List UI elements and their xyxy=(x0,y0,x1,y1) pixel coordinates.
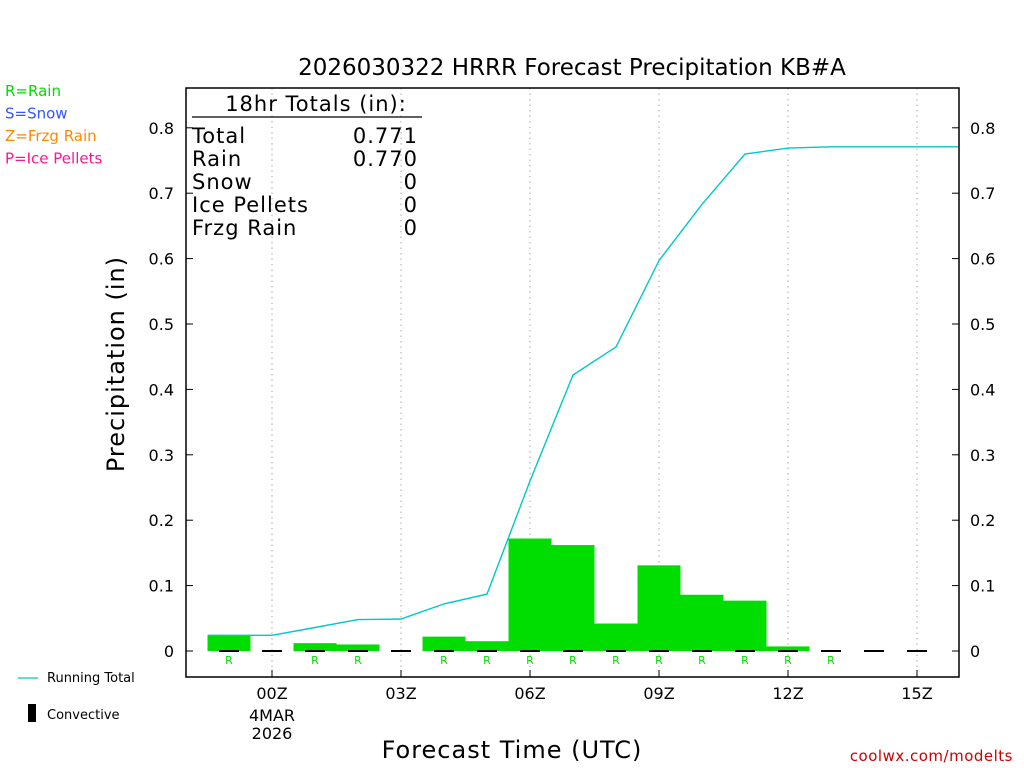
right-y-axis: 0 0.1 0.2 0.3 0.4 0.5 0.6 0.7 0.8 xyxy=(952,119,995,661)
precip-type-marker: R xyxy=(784,654,792,667)
precip-type-marker: R xyxy=(698,654,706,667)
precip-type-legend-item: P=Ice Pellets xyxy=(5,150,102,168)
y-tick-label-right: 0.3 xyxy=(970,446,995,465)
precip-bar xyxy=(508,538,552,651)
y-tick-label-left: 0.4 xyxy=(149,380,174,399)
totals-row-value: 0 xyxy=(404,216,418,240)
x-tick-label: 00Z xyxy=(256,684,287,703)
totals-row-value: 0.770 xyxy=(353,147,418,171)
precip-type-marker: R xyxy=(440,654,448,667)
y-tick-label-left: 0.5 xyxy=(149,315,174,334)
convective-legend-swatch xyxy=(28,704,36,722)
x-year-label: 2026 xyxy=(252,724,293,743)
left-y-axis: 0 0.1 0.2 0.3 0.4 0.5 0.6 0.7 0.8 xyxy=(149,119,193,661)
y-tick-label-left: 0.3 xyxy=(149,446,174,465)
running-total-series xyxy=(207,146,959,636)
precip-type-marker: R xyxy=(311,654,319,667)
precip-bars xyxy=(207,538,927,652)
precip-type-marker: R xyxy=(569,654,577,667)
precip-type-marker: R xyxy=(483,654,491,667)
precip-bar xyxy=(293,643,337,651)
precip-bar xyxy=(465,641,509,651)
y-tick-label-right: 0.7 xyxy=(970,184,995,203)
x-tick-label: 03Z xyxy=(385,684,416,703)
precip-type-marker: R xyxy=(612,654,620,667)
totals-row-label: Rain xyxy=(192,147,242,171)
y-tick-label-left: 0.7 xyxy=(149,184,174,203)
y-tick-label-left: 0 xyxy=(164,642,174,661)
precip-type-marker: R xyxy=(741,654,749,667)
plot-frame xyxy=(185,87,960,678)
chart-title: 2026030322 HRRR Forecast Precipitation K… xyxy=(298,55,846,81)
source-credit: coolwx.com/modelts xyxy=(850,747,1013,765)
y-tick-label-right: 0.1 xyxy=(970,577,995,596)
y-tick-label-right: 0 xyxy=(970,642,980,661)
totals-row-label: Total xyxy=(191,124,246,148)
y-tick-label-right: 0.4 xyxy=(970,380,995,399)
running-total-line xyxy=(207,146,959,636)
x-axis-label: Forecast Time (UTC) xyxy=(382,736,643,764)
y-tick-label-right: 0.6 xyxy=(970,250,995,269)
precip-type-marker: R xyxy=(354,654,362,667)
running-total-legend-label: Running Total xyxy=(47,671,135,686)
totals-row-value: 0.771 xyxy=(353,124,418,148)
x-date-label: 4MAR xyxy=(249,706,295,725)
precip-type-marker: R xyxy=(225,654,233,667)
precip-type-legend: R=Rain S=Snow Z=Frzg Rain P=Ice Pellets xyxy=(5,82,102,168)
precip-bar xyxy=(336,644,380,651)
totals-row-value: 0 xyxy=(404,193,418,217)
precip-bar xyxy=(551,545,595,651)
y-tick-label-right: 0.8 xyxy=(970,119,995,138)
y-axis-label: Precipitation (in) xyxy=(102,256,130,472)
x-tick-label: 12Z xyxy=(772,684,803,703)
precip-type-marker: R xyxy=(526,654,534,667)
y-tick-label-left: 0.2 xyxy=(149,511,174,530)
precip-bar xyxy=(680,594,724,651)
x-tick-label: 09Z xyxy=(643,684,674,703)
totals-heading: 18hr Totals (in): xyxy=(225,92,407,116)
convective-legend-label: Convective xyxy=(47,708,120,723)
x-tick-label: 06Z xyxy=(514,684,545,703)
totals-box: 18hr Totals (in): Total 0.771 Rain 0.770 Sno… xyxy=(191,92,422,240)
precip-bar xyxy=(207,635,251,651)
totals-row-label: Frzg Rain xyxy=(192,216,297,240)
precip-bar xyxy=(766,646,810,651)
totals-row-label: Snow xyxy=(192,170,253,194)
precip-type-marker: R xyxy=(827,654,835,667)
totals-row-value: 0 xyxy=(404,170,418,194)
y-tick-label-left: 0.8 xyxy=(149,119,174,138)
y-tick-label-left: 0.1 xyxy=(149,577,174,596)
y-tick-label-right: 0.2 xyxy=(970,511,995,530)
precip-type-marker: R xyxy=(655,654,663,667)
y-tick-label-left: 0.6 xyxy=(149,250,174,269)
precip-bar xyxy=(422,636,466,651)
precip-type-legend-item: Z=Frzg Rain xyxy=(5,127,97,145)
precip-bar xyxy=(723,600,767,651)
precip-type-legend-item: R=Rain xyxy=(5,82,61,100)
precip-bar xyxy=(637,565,681,651)
precip-bar xyxy=(594,623,638,651)
x-tick-label: 15Z xyxy=(901,684,932,703)
totals-row-label: Ice Pellets xyxy=(192,193,309,217)
y-tick-label-right: 0.5 xyxy=(970,315,995,334)
precip-type-legend-item: S=Snow xyxy=(5,105,68,123)
